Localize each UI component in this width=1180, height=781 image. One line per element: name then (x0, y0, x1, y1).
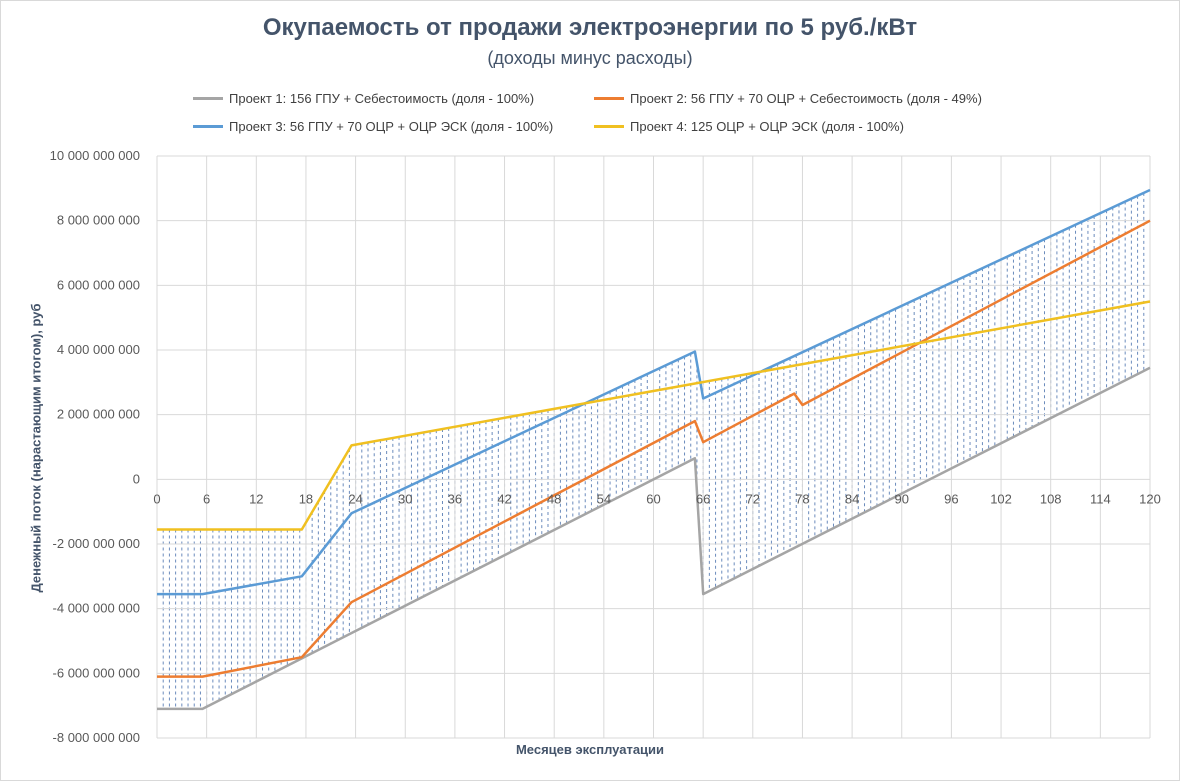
legend-label-project-1: Проект 1: 156 ГПУ + Себестоимость (доля … (229, 91, 535, 106)
label-layer: -8 000 000 000 -6 000 000 000 -4 000 000 0… (50, 148, 1161, 745)
x-tick-label: 72 (746, 491, 760, 506)
x-tick-label: 96 (944, 491, 958, 506)
x-tick-label: 36 (448, 491, 462, 506)
y-tick-label: 10 000 000 000 (50, 148, 140, 163)
series-line-project-3 (157, 188, 1151, 596)
legend-item-project-4[interactable]: Проект 4: 125 ОЦР + ОЦР ЭСК (доля - 100%… (594, 119, 904, 134)
x-tick-label: 6 (203, 491, 210, 506)
y-tick-label: -6 000 000 000 (53, 665, 140, 680)
grid-layer (156, 155, 1151, 739)
x-tick-label: 66 (696, 491, 710, 506)
x-tick-label: 18 (299, 491, 313, 506)
x-tick-label: 108 (1040, 491, 1062, 506)
x-tick-label: 60 (646, 491, 660, 506)
x-tick-label: 102 (990, 491, 1012, 506)
legend-swatch-project-1 (193, 97, 223, 100)
x-tick-label: 78 (795, 491, 809, 506)
legend-label-project-4: Проект 4: 125 ОЦР + ОЦР ЭСК (доля - 100%… (630, 119, 904, 134)
legend-label-project-3: Проект 3: 56 ГПУ + 70 ОЦР + ОЦР ЭСК (дол… (229, 119, 554, 134)
y-tick-label: 8 000 000 000 (57, 213, 140, 228)
x-tick-label: 120 (1139, 491, 1161, 506)
x-tick-label: 48 (547, 491, 561, 506)
chart-subtitle: (доходы минус расходы) (487, 48, 693, 68)
legend-label-project-2: Проект 2: 56 ГПУ + 70 ОЦР + Себестоимост… (630, 91, 982, 106)
series-line-project-2 (157, 219, 1151, 678)
x-tick-label: 114 (1090, 491, 1111, 506)
y-tick-label: 6 000 000 000 (57, 277, 140, 292)
y-tick-label: 2 000 000 000 (57, 407, 140, 422)
series-line-project-1 (157, 366, 1151, 711)
x-tick-label: 12 (249, 491, 263, 506)
legend-swatch-project-3 (193, 125, 223, 128)
x-tick-label: 42 (497, 491, 511, 506)
legend-item-project-1[interactable]: Проект 1: 156 ГПУ + Себестоимость (доля … (193, 91, 534, 106)
x-tick-label: 30 (398, 491, 412, 506)
x-tick-label: 24 (348, 491, 362, 506)
y-tick-label: 4 000 000 000 (57, 342, 140, 357)
series-line-project-4 (157, 300, 1151, 531)
x-tick-label: 90 (895, 491, 909, 506)
y-tick-label: 0 (133, 471, 140, 486)
x-tick-label: 0 (153, 491, 160, 506)
y-tick-label: -4 000 000 000 (53, 601, 140, 616)
y-tick-label: -8 000 000 000 (53, 730, 140, 745)
legend-item-project-2[interactable]: Проект 2: 56 ГПУ + 70 ОЦР + Себестоимост… (594, 91, 982, 106)
y-tick-label: -2 000 000 000 (53, 536, 140, 551)
series-layer (157, 188, 1151, 711)
chart-title: Окупаемость от продажи электроэнергии по… (262, 14, 918, 41)
legend-swatch-project-4 (594, 125, 624, 128)
legend-item-project-3[interactable]: Проект 3: 56 ГПУ + 70 ОЦР + ОЦР ЭСК (дол… (193, 119, 553, 134)
x-tick-label: 54 (597, 491, 611, 506)
legend-swatch-project-2 (594, 97, 624, 100)
x-tick-label: 84 (845, 491, 859, 506)
x-axis-title: Месяцев эксплуатации (515, 742, 665, 757)
